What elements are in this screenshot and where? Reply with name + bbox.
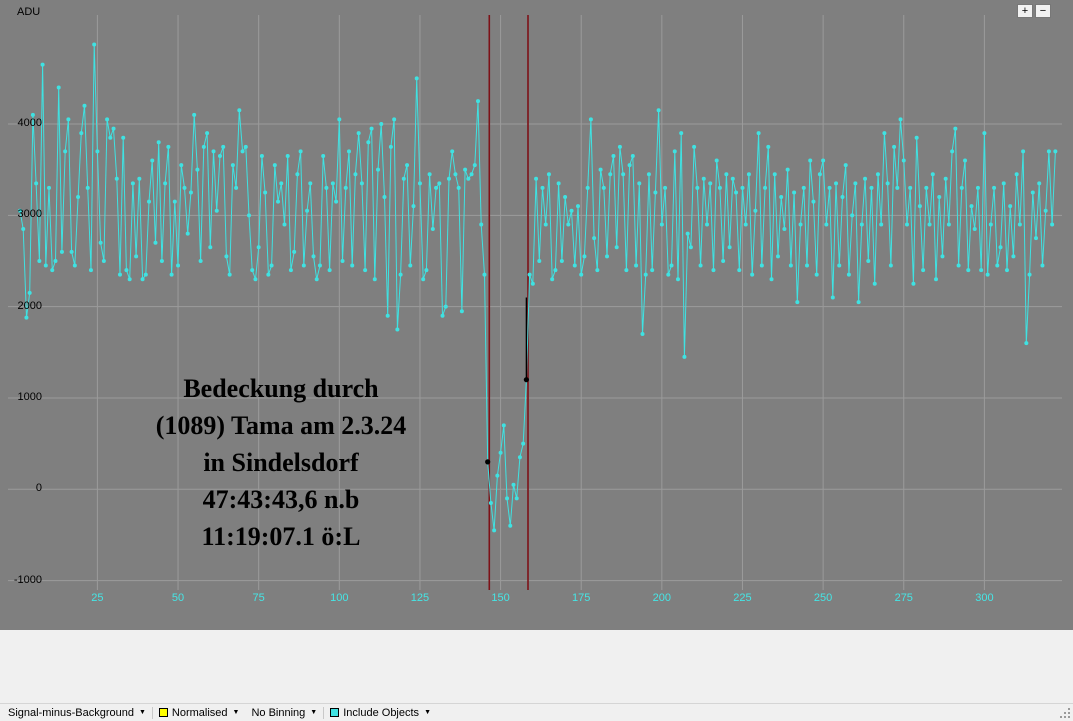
- light-curve-plot[interactable]: [0, 0, 1073, 630]
- chevron-down-icon: ▼: [232, 709, 240, 716]
- x-tick-label: 75: [252, 592, 265, 604]
- dropdown-label: Normalised: [171, 706, 228, 719]
- zoom-controls: + −: [1017, 4, 1051, 18]
- option-color-swatch: [330, 708, 340, 717]
- x-tick-label: 250: [813, 592, 833, 604]
- statusbar-dropdown-no-binning[interactable]: No Binning ▼: [245, 704, 323, 721]
- light-curve-chart: ADU 4000 3000 2000 1000 0 -1000 25 50 75 100 125 1…: [0, 0, 1073, 630]
- chart-annotation: Bedeckung durch (1089) Tama am 2.3.24 in S…: [126, 370, 436, 555]
- y-tick-label: 1000: [17, 390, 42, 403]
- chevron-down-icon: ▼: [310, 709, 318, 716]
- annotation-line: Bedeckung durch: [183, 374, 379, 403]
- chevron-down-icon: ▼: [424, 709, 431, 716]
- info-panel: Frame No:146 Time:N/A 20:10:28,538 Frame…: [0, 630, 1073, 703]
- x-tick-label: 275: [894, 592, 913, 604]
- y-tick-label: 0: [35, 482, 42, 495]
- x-tick-label: 100: [330, 592, 349, 604]
- statusbar-dropdown-normalised[interactable]: Normalised ▼: [153, 704, 246, 721]
- x-tick-label: 225: [733, 592, 752, 604]
- y-tick-label: -1000: [13, 573, 42, 586]
- annotation-line: 11:19:07.1 ö:L: [201, 522, 361, 551]
- dropdown-label: Signal-minus-Background: [8, 706, 134, 719]
- y-tick-label: 2000: [17, 299, 42, 312]
- chevron-down-icon: ▼: [138, 709, 146, 716]
- statusbar-separator: [151, 706, 153, 719]
- dropdown-label: Include Objects: [343, 706, 420, 719]
- zoom-out-button[interactable]: −: [1035, 4, 1051, 18]
- annotation-line: 47:43:43,6 n.b: [202, 485, 360, 514]
- x-tick-label: 200: [652, 592, 672, 604]
- x-tick-label: 50: [171, 592, 185, 604]
- dropdown-label: No Binning: [251, 706, 306, 719]
- resize-grip[interactable]: [1059, 707, 1072, 720]
- y-tick-label: 3000: [17, 208, 42, 221]
- x-tick-label: 150: [491, 592, 510, 604]
- statusbar-separator: [323, 706, 325, 719]
- x-tick-label: 125: [410, 592, 430, 604]
- annotation-line: (1089) Tama am 2.3.24: [155, 411, 407, 440]
- x-tick-label: 300: [975, 592, 994, 604]
- x-tick-label: 175: [572, 592, 591, 604]
- y-tick-label: 4000: [17, 117, 42, 129]
- status-bar: Signal-minus-Background ▼ Normalised ▼ No Bi…: [0, 703, 1073, 721]
- y-axis-title: ADU: [17, 6, 41, 18]
- statusbar-dropdown-signal-minus-background[interactable]: Signal-minus-Background ▼: [2, 704, 152, 721]
- option-color-swatch: [158, 708, 168, 717]
- annotation-line: in Sindelsdorf: [203, 448, 359, 477]
- statusbar-dropdown-include-objects[interactable]: Include Objects ▼: [324, 704, 437, 721]
- zoom-in-button[interactable]: +: [1017, 4, 1033, 18]
- x-tick-label: 25: [91, 592, 104, 604]
